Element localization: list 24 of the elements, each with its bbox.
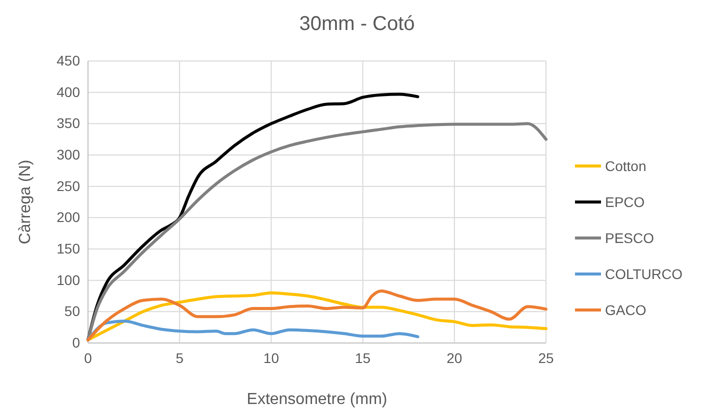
x-axis-title: Extensometre (mm) — [246, 391, 388, 408]
x-tick-label: 0 — [84, 350, 92, 366]
legend-label: PESCO — [605, 230, 654, 246]
x-tick-label: 10 — [263, 350, 280, 366]
y-axis-title: Càrrega (N) — [17, 160, 34, 244]
legend-label: COLTURCO — [605, 266, 683, 282]
y-tick-label: 400 — [56, 84, 80, 100]
legend-label: Cotton — [605, 158, 646, 174]
x-tick-label: 20 — [446, 350, 462, 366]
y-tick-label: 250 — [56, 178, 80, 194]
y-tick-label: 150 — [56, 240, 80, 256]
chart-title: 30mm - Cotó — [299, 13, 415, 35]
y-tick-label: 300 — [56, 146, 80, 162]
y-tick-label: 0 — [72, 334, 80, 350]
y-tick-label: 450 — [56, 52, 80, 68]
y-tick-label: 350 — [56, 115, 80, 132]
y-tick-label: 50 — [64, 303, 80, 320]
x-tick-label: 5 — [176, 350, 184, 366]
legend-label: EPCO — [605, 194, 645, 210]
y-tick-label: 100 — [56, 272, 80, 288]
x-tick-label: 15 — [355, 350, 371, 366]
y-tick-label: 200 — [56, 209, 80, 226]
x-tick-label: 25 — [538, 350, 554, 366]
legend-label: GACO — [605, 302, 646, 318]
